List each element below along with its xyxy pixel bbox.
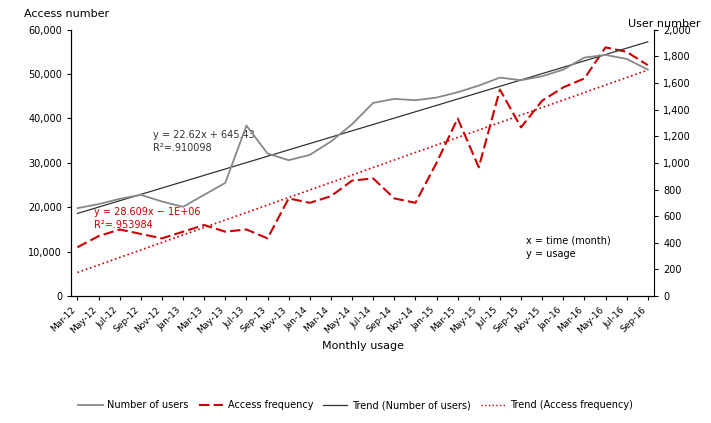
Text: y = 28.609x − 1E+06
R²=.953984: y = 28.609x − 1E+06 R²=.953984 [95, 207, 201, 230]
Y-axis label: User number: User number [629, 19, 701, 29]
Text: x = time (month)
y = usage: x = time (month) y = usage [526, 236, 611, 259]
Y-axis label: Access number: Access number [24, 9, 109, 19]
Text: y = 22.62x + 645.43
R²=.910098: y = 22.62x + 645.43 R²=.910098 [153, 129, 255, 153]
Legend: Number of users, Access frequency, Trend (Number of users), Trend (Access freque: Number of users, Access frequency, Trend… [75, 396, 636, 414]
X-axis label: Monthly usage: Monthly usage [321, 341, 404, 351]
